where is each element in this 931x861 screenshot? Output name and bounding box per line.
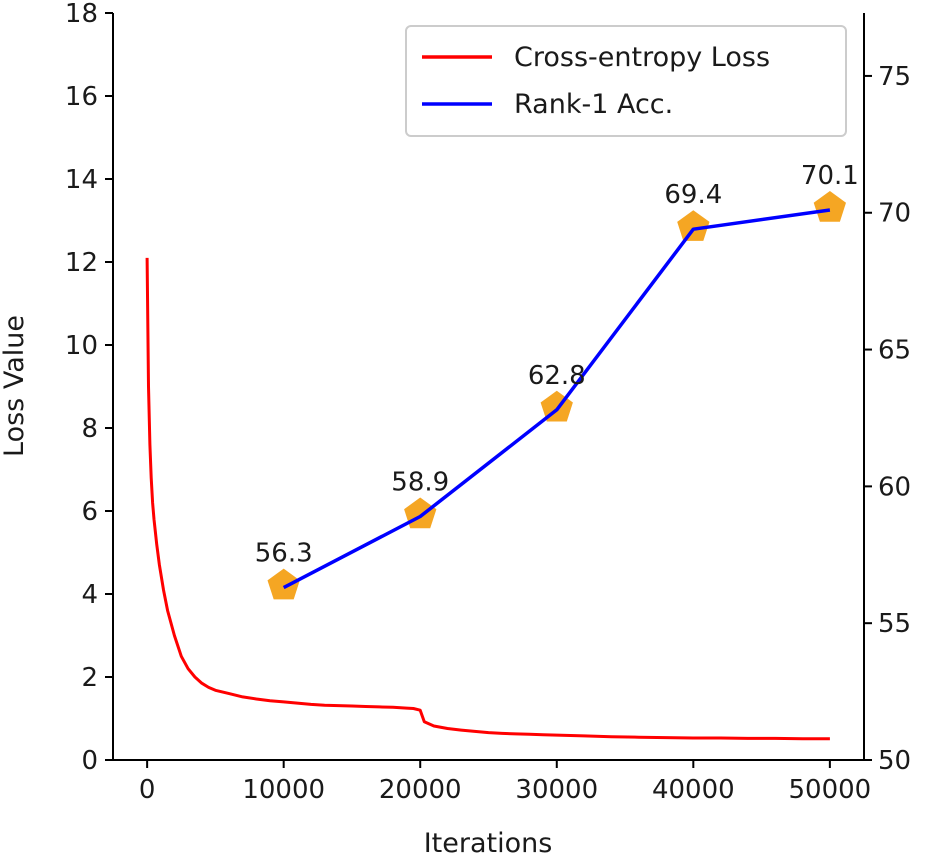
y-left-tick-label: 8 bbox=[81, 414, 98, 444]
y-left-tick-label: 4 bbox=[81, 580, 98, 610]
accuracy-marker bbox=[267, 568, 300, 600]
accuracy-marker bbox=[677, 210, 710, 241]
x-axis-title: Iterations bbox=[424, 828, 553, 859]
y-right-tick-label: 55 bbox=[878, 609, 911, 639]
y-right-tick-label: 65 bbox=[878, 336, 911, 366]
y-left-tick-label: 14 bbox=[65, 165, 98, 195]
accuracy-data-label: 69.4 bbox=[664, 180, 722, 210]
y-left-tick-label: 16 bbox=[65, 82, 98, 112]
x-tick-label: 40000 bbox=[652, 775, 735, 805]
x-tick-label: 20000 bbox=[379, 775, 462, 805]
accuracy-series: 56.3 58.9 62.8 69.4 70.1 bbox=[255, 161, 859, 600]
y-left-tick-label: 10 bbox=[65, 331, 98, 361]
y-left-axis-ticks: 0 2 4 6 8 10 12 14 16 18 bbox=[65, 0, 113, 776]
x-tick-label: 10000 bbox=[242, 775, 325, 805]
axes bbox=[112, 13, 865, 761]
y-left-tick-label: 12 bbox=[65, 248, 98, 278]
legend-label-accuracy: Rank-1 Acc. bbox=[514, 89, 673, 120]
accuracy-marker bbox=[813, 191, 846, 222]
y-left-tick-label: 18 bbox=[65, 0, 98, 29]
y-right-tick-label: 50 bbox=[878, 746, 911, 776]
accuracy-data-label: 58.9 bbox=[391, 467, 449, 497]
loss-series bbox=[145, 257, 830, 741]
y-right-tick-label: 60 bbox=[878, 472, 911, 502]
loss-line bbox=[145, 257, 830, 741]
x-axis-ticks: 0 10000 20000 30000 40000 50000 bbox=[139, 760, 871, 805]
legend-label-loss: Cross-entropy Loss bbox=[514, 42, 770, 73]
accuracy-data-label: 70.1 bbox=[801, 161, 859, 191]
y-left-tick-label: 6 bbox=[81, 497, 98, 527]
y-axis-title: Loss Value bbox=[0, 315, 30, 457]
y-right-axis-ticks: 50 55 60 65 70 75 bbox=[864, 62, 911, 776]
y-left-tick-label: 2 bbox=[81, 663, 98, 693]
y-left-tick-label: 0 bbox=[81, 746, 98, 776]
y-right-tick-label: 70 bbox=[878, 199, 911, 229]
accuracy-data-label: 56.3 bbox=[255, 539, 313, 569]
x-tick-label: 50000 bbox=[789, 775, 872, 805]
legend: Cross-entropy Loss Rank-1 Acc. bbox=[405, 25, 847, 137]
y-right-tick-label: 75 bbox=[878, 62, 911, 92]
legend-box bbox=[405, 25, 847, 137]
x-tick-label: 30000 bbox=[515, 775, 598, 805]
x-tick-label: 0 bbox=[139, 775, 156, 805]
accuracy-data-label: 62.8 bbox=[528, 361, 586, 391]
accuracy-line bbox=[282, 208, 831, 590]
